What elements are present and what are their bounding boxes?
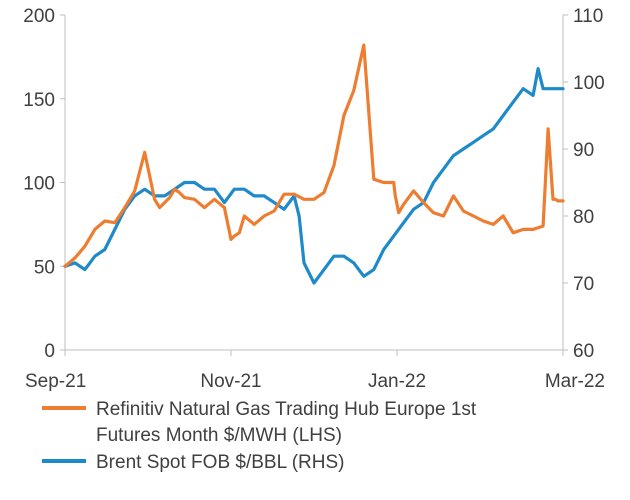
series-line-brent bbox=[63, 66, 565, 285]
right-tick-label: 110 bbox=[573, 6, 603, 27]
left-tick-label: 100 bbox=[23, 174, 55, 195]
left-tick-label: 200 bbox=[23, 6, 55, 27]
x-tick-label: Mar-22 bbox=[545, 371, 605, 392]
right-tick-label: 70 bbox=[573, 274, 594, 295]
x-tick-label: Nov-21 bbox=[200, 371, 261, 392]
legend-label-natural-gas-line1: Refinitiv Natural Gas Trading Hub Europe… bbox=[96, 399, 477, 420]
series-layer bbox=[63, 43, 565, 285]
right-tick-label: 100 bbox=[573, 73, 605, 94]
left-tick-label: 50 bbox=[34, 257, 55, 278]
chart-axes bbox=[60, 14, 568, 356]
left-tick-label: 150 bbox=[23, 90, 55, 111]
legend-label-brent: Brent Spot FOB $/BBL (RHS) bbox=[96, 452, 345, 473]
x-tick-label: Jan-22 bbox=[368, 371, 426, 392]
legend: Refinitiv Natural Gas Trading Hub Europe… bbox=[42, 399, 477, 473]
x-tick-label: Sep-21 bbox=[25, 371, 86, 392]
right-tick-label: 80 bbox=[573, 207, 594, 228]
left-tick-label: 0 bbox=[44, 341, 55, 362]
legend-label-natural-gas-line2: Futures Month $/MWH (LHS) bbox=[96, 425, 342, 446]
tick-labels: 0 50 100 150 200 60 70 80 90 100 110 Sep-21 Nov-21 Ja… bbox=[23, 6, 605, 392]
right-tick-label: 90 bbox=[573, 140, 594, 161]
series-line-natural-gas bbox=[63, 43, 565, 268]
right-tick-label: 60 bbox=[573, 341, 594, 362]
